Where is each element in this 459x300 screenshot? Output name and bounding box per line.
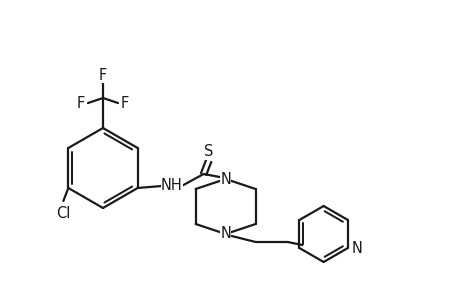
Text: S: S — [203, 145, 213, 160]
Text: F: F — [121, 95, 129, 110]
Text: N: N — [220, 172, 230, 187]
Text: Cl: Cl — [56, 206, 70, 221]
Text: NH: NH — [160, 178, 182, 194]
Text: F: F — [77, 95, 85, 110]
Text: F: F — [99, 68, 107, 82]
Text: N: N — [351, 242, 362, 256]
Text: N: N — [220, 226, 230, 242]
